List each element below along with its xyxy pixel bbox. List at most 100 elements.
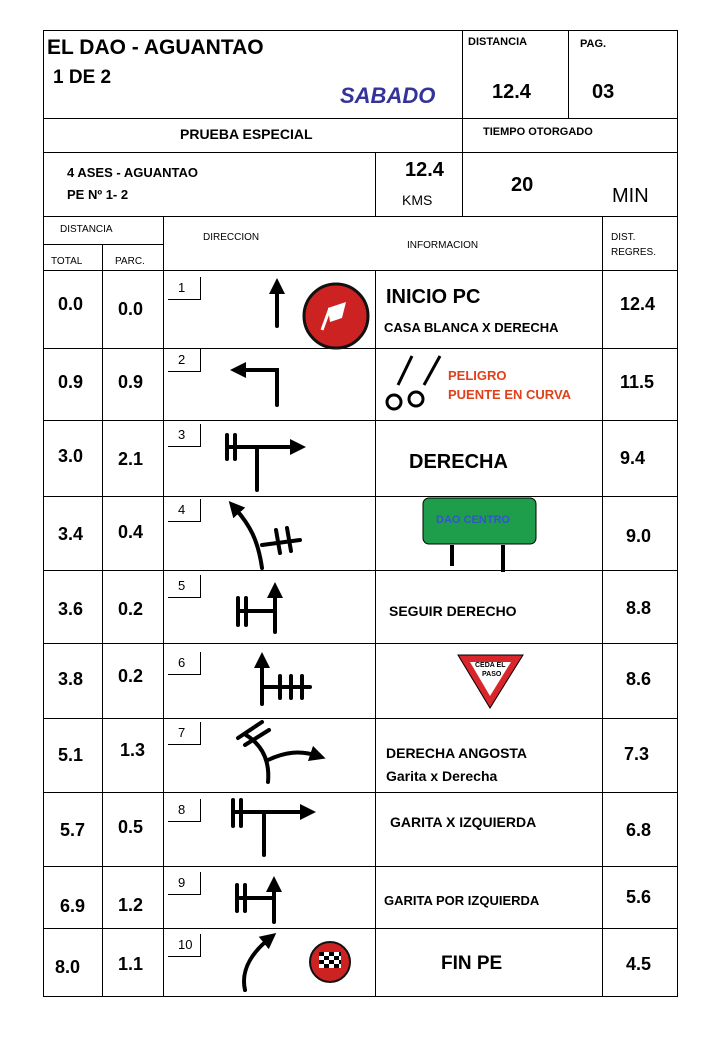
page-title: EL DAO - AGUANTAO bbox=[47, 36, 264, 59]
total-distance-cell: 3.4 bbox=[58, 524, 84, 544]
row-divider bbox=[43, 792, 678, 793]
prueba-label: PRUEBA ESPECIAL bbox=[180, 126, 313, 142]
right-fork-curve-icon bbox=[236, 720, 326, 784]
row-number: 3 bbox=[168, 424, 201, 447]
straight-crossing-right-icon bbox=[254, 652, 312, 706]
remaining-distance-cell: 7.3 bbox=[624, 744, 650, 764]
total-distance: 12.4 bbox=[492, 81, 531, 103]
yield-sign-text: CEDA EL bbox=[475, 662, 506, 669]
remaining-distance-cell: 9.0 bbox=[626, 526, 652, 546]
row-number: 4 bbox=[168, 499, 201, 522]
remaining-distance-cell: 4.5 bbox=[626, 954, 652, 974]
keep-left-curve-icon bbox=[228, 501, 302, 570]
column-divider bbox=[375, 270, 376, 997]
t-junction-right-icon bbox=[231, 798, 316, 857]
info-subtext: Garita x Derecha bbox=[386, 768, 498, 784]
column-divider bbox=[43, 244, 163, 245]
remaining-distance-cell: 12.4 bbox=[620, 294, 656, 314]
row-divider bbox=[43, 496, 678, 497]
t-junction-right-icon bbox=[225, 433, 306, 492]
page-number: 03 bbox=[592, 81, 615, 103]
row-divider bbox=[43, 348, 678, 349]
pag-label: PAG. bbox=[580, 38, 607, 50]
partial-distance-cell: 0.4 bbox=[118, 522, 144, 542]
route-name: 4 ASES - AGUANTAO bbox=[67, 165, 198, 180]
bridge-icon bbox=[385, 355, 442, 411]
column-divider bbox=[602, 216, 603, 997]
row-number: 10 bbox=[168, 934, 201, 957]
partial-distance-cell: 2.1 bbox=[118, 449, 144, 469]
row-number: 2 bbox=[168, 349, 201, 372]
remaining-distance-cell: 8.6 bbox=[626, 669, 652, 689]
row-divider bbox=[43, 928, 678, 929]
yield-sign-text: PASO bbox=[482, 671, 502, 678]
col-total: TOTAL bbox=[51, 256, 83, 267]
header-divider bbox=[462, 30, 463, 216]
partial-distance-cell: 0.2 bbox=[118, 666, 144, 686]
col-dist-regres: DIST. bbox=[611, 232, 636, 243]
partial-distance-cell: 0.0 bbox=[118, 299, 144, 319]
info-text: INICIO PC bbox=[386, 286, 481, 308]
remaining-distance-cell: 8.8 bbox=[626, 598, 652, 618]
yield-sign bbox=[457, 654, 524, 709]
row-number: 5 bbox=[168, 575, 201, 598]
start-flag-icon bbox=[302, 282, 370, 350]
total-distance-cell: 3.8 bbox=[58, 669, 84, 689]
curve-up-right-icon bbox=[242, 933, 277, 992]
info-text: GARITA X IZQUIERDA bbox=[390, 814, 537, 830]
column-divider bbox=[163, 216, 164, 997]
total-distance-cell: 5.1 bbox=[58, 745, 84, 765]
partial-distance-cell: 0.5 bbox=[118, 817, 144, 837]
row-number: 6 bbox=[168, 652, 201, 675]
remaining-distance-cell: 6.8 bbox=[626, 820, 652, 840]
info-text: DERECHA ANGOSTA bbox=[386, 745, 528, 761]
day-label: SABADO bbox=[340, 83, 436, 108]
warning-subtext: PUENTE EN CURVA bbox=[448, 387, 572, 402]
col-direccion: DIRECCION bbox=[203, 232, 260, 243]
dao-centro-sign-text: DAO CENTRO bbox=[436, 514, 510, 526]
row-divider bbox=[43, 270, 678, 271]
time-value: 20 bbox=[511, 174, 534, 196]
info-subtext: CASA BLANCA X DERECHA bbox=[384, 320, 559, 335]
route-km-unit: KMS bbox=[402, 192, 433, 208]
route-km: 12.4 bbox=[405, 159, 444, 181]
info-text: FIN PE bbox=[441, 953, 503, 974]
dao-centro-sign bbox=[422, 497, 537, 572]
header-divider bbox=[43, 216, 678, 217]
finish-flag-icon bbox=[309, 941, 351, 983]
row-divider bbox=[43, 420, 678, 421]
time-unit: MIN bbox=[612, 185, 649, 207]
total-distance-cell: 8.0 bbox=[55, 957, 81, 977]
row-number: 8 bbox=[168, 799, 201, 822]
total-distance-cell: 3.6 bbox=[58, 599, 84, 619]
col-distancia: DISTANCIA bbox=[60, 224, 113, 235]
header-divider bbox=[43, 152, 678, 153]
total-distance-cell: 0.0 bbox=[58, 294, 84, 314]
row-divider bbox=[43, 718, 678, 719]
partial-distance-cell: 1.1 bbox=[118, 954, 144, 974]
partial-distance-cell: 0.2 bbox=[118, 599, 144, 619]
row-number: 9 bbox=[168, 872, 201, 895]
column-divider bbox=[102, 244, 103, 997]
info-text: GARITA POR IZQUIERDA bbox=[384, 893, 540, 908]
route-stage: PE Nº 1- 2 bbox=[67, 187, 129, 202]
info-text: SEGUIR DERECHO bbox=[389, 603, 517, 619]
total-distance-cell: 3.0 bbox=[58, 446, 84, 466]
header-divider bbox=[375, 152, 376, 216]
roadbook-page bbox=[43, 30, 678, 997]
row-divider bbox=[43, 570, 678, 571]
warning-text: PELIGRO bbox=[448, 368, 507, 383]
partial-distance-cell: 0.9 bbox=[118, 372, 144, 392]
left-turn-arrow-icon bbox=[230, 362, 279, 407]
header-divider bbox=[43, 118, 678, 119]
page-subtitle: 1 DE 2 bbox=[53, 67, 112, 88]
col-parc: PARC. bbox=[115, 256, 145, 267]
remaining-distance-cell: 9.4 bbox=[620, 448, 646, 468]
col-dist-regres: REGRES. bbox=[611, 247, 657, 258]
row-number: 1 bbox=[168, 277, 201, 300]
row-divider bbox=[43, 643, 678, 644]
remaining-distance-cell: 11.5 bbox=[620, 372, 655, 392]
info-text: DERECHA bbox=[409, 451, 508, 473]
row-number: 7 bbox=[168, 722, 201, 745]
straight-crossing-icon bbox=[235, 876, 282, 924]
